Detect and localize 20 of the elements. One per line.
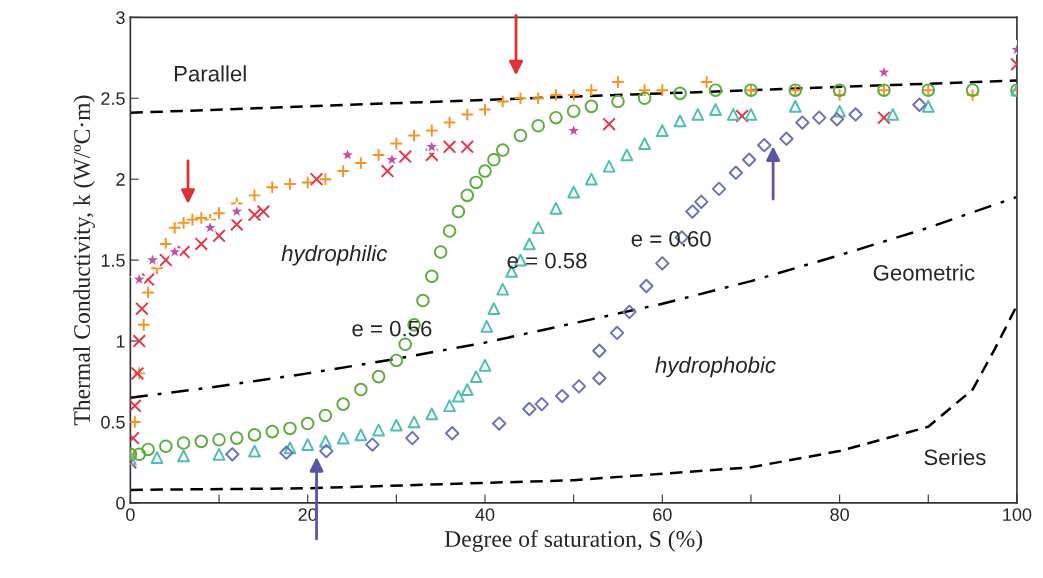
- x-tick-label: 40: [475, 508, 495, 521]
- y-tick-label: 1: [116, 335, 125, 348]
- x-tick-label: 60: [653, 508, 672, 521]
- x-axis-title: Degree of saturation, S (%): [444, 530, 703, 552]
- y-tick-label: 3: [116, 11, 125, 25]
- y-tick-label: 2: [116, 173, 125, 186]
- annotation: Series: [924, 448, 986, 466]
- y-tick-label: 2.5: [101, 92, 125, 105]
- annotation: hydrophobic: [655, 356, 776, 378]
- y-tick-label: 1.5: [101, 254, 125, 267]
- x-tick-label: 100: [1003, 508, 1032, 521]
- annotation: hydrophilic: [281, 244, 388, 266]
- y-tick-label: 0: [116, 496, 125, 510]
- annotation: Parallel: [174, 65, 246, 82]
- x-tick-label: 0: [126, 508, 135, 521]
- y-axis-title: Thermal Conductivity, k (W/ºC·m): [73, 95, 95, 426]
- y-tick-label: 0.5: [101, 415, 125, 429]
- annotation: Geometric: [873, 264, 975, 281]
- annotation: e = 0.56: [352, 320, 432, 337]
- x-tick-label: 80: [830, 508, 849, 521]
